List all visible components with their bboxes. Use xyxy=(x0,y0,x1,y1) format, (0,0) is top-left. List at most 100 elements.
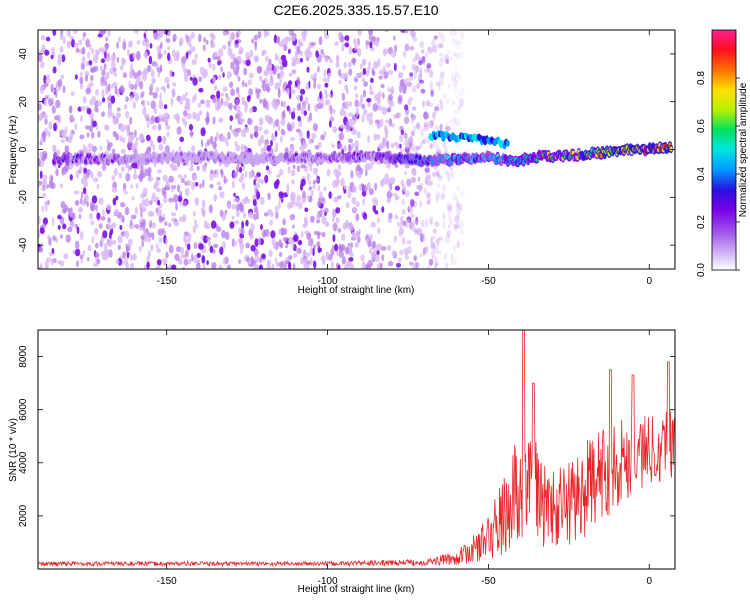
noise-speckle xyxy=(94,100,99,109)
noise-speckle xyxy=(350,142,355,149)
noise-speckle xyxy=(390,51,397,58)
noise-speckle xyxy=(308,240,312,245)
noise-speckle xyxy=(254,125,259,132)
noise-speckle xyxy=(91,235,95,244)
noise-speckle xyxy=(235,32,239,39)
noise-speckle xyxy=(377,227,381,235)
noise-speckle xyxy=(191,253,194,262)
noise-speckle xyxy=(359,71,364,78)
noise-speckle xyxy=(97,170,103,178)
noise-speckle xyxy=(135,136,139,142)
noise-speckle xyxy=(380,83,385,89)
noise-speckle xyxy=(226,71,231,80)
colorbar-tick-label: 0.0 xyxy=(696,263,707,277)
noise-speckle xyxy=(103,63,107,71)
noise-speckle xyxy=(390,86,395,94)
noise-speckle xyxy=(434,125,440,131)
noise-speckle xyxy=(411,85,417,93)
noise-speckle xyxy=(161,258,168,263)
noise-speckle xyxy=(247,117,252,125)
noise-speckle xyxy=(85,38,90,48)
noise-speckle xyxy=(327,254,333,261)
noise-speckle xyxy=(108,224,114,230)
noise-speckle xyxy=(93,262,99,267)
noise-speckle xyxy=(147,176,154,182)
noise-speckle xyxy=(429,69,434,78)
y-tick-label: -40 xyxy=(18,237,29,252)
noise-speckle xyxy=(349,263,355,269)
noise-speckle xyxy=(69,221,75,229)
noise-speckle xyxy=(166,265,172,269)
noise-speckle xyxy=(100,82,106,87)
noise-speckle xyxy=(435,193,440,200)
noise-speckle xyxy=(253,55,259,62)
noise-speckle xyxy=(134,129,137,138)
noise-speckle xyxy=(446,202,452,211)
noise-speckle xyxy=(410,130,416,137)
noise-speckle xyxy=(456,45,461,50)
noise-speckle xyxy=(196,262,201,269)
noise-speckle xyxy=(130,184,133,189)
noise-speckle xyxy=(62,166,68,175)
noise-speckle xyxy=(212,141,217,150)
noise-speckle xyxy=(319,247,322,253)
noise-speckle xyxy=(78,49,82,55)
noise-speckle xyxy=(389,182,393,191)
noise-speckle xyxy=(460,228,464,235)
noise-speckle xyxy=(91,131,95,139)
noise-speckle xyxy=(399,215,404,224)
noise-speckle xyxy=(271,99,277,108)
noise-speckle xyxy=(54,115,60,121)
noise-speckle xyxy=(430,39,436,47)
noise-speckle xyxy=(368,30,373,36)
noise-speckle xyxy=(439,71,445,79)
noise-speckle xyxy=(325,92,328,99)
noise-speckle xyxy=(380,179,385,188)
noise-speckle xyxy=(42,217,49,226)
noise-speckle xyxy=(89,212,93,220)
noise-speckle xyxy=(89,202,95,212)
noise-speckle xyxy=(185,51,189,60)
noise-speckle xyxy=(423,124,427,132)
spectrogram-signal-track xyxy=(51,130,674,168)
noise-speckle xyxy=(455,38,458,47)
noise-speckle xyxy=(244,145,248,153)
noise-speckle xyxy=(229,81,234,88)
noise-speckle xyxy=(432,110,438,116)
noise-speckle xyxy=(410,199,415,207)
noise-speckle xyxy=(212,63,216,71)
noise-speckle xyxy=(427,46,431,51)
colorbar-ticks: 0.0 0.2 0.4 0.6 0.8 xyxy=(696,71,740,277)
noise-speckle xyxy=(42,192,46,199)
noise-speckle xyxy=(410,144,416,152)
noise-speckle xyxy=(293,252,298,258)
noise-speckle xyxy=(228,102,233,110)
noise-speckle xyxy=(425,171,431,181)
noise-speckle xyxy=(251,38,255,44)
noise-speckle xyxy=(52,145,57,153)
noise-speckle xyxy=(188,124,194,131)
noise-speckle xyxy=(77,206,84,213)
noise-speckle xyxy=(212,76,216,84)
noise-speckle xyxy=(122,41,127,51)
noise-speckle xyxy=(237,64,240,71)
noise-speckle xyxy=(363,109,368,116)
noise-speckle xyxy=(308,137,312,145)
noise-speckle xyxy=(430,236,433,244)
noise-speckle xyxy=(337,143,343,149)
noise-speckle xyxy=(172,33,177,42)
noise-speckle xyxy=(149,119,154,125)
noise-speckle xyxy=(106,144,111,152)
noise-speckle xyxy=(336,250,339,257)
noise-speckle xyxy=(130,63,133,71)
noise-speckle xyxy=(265,139,269,145)
noise-speckle xyxy=(41,205,44,213)
noise-speckle xyxy=(280,242,284,249)
noise-speckle xyxy=(421,235,426,242)
noise-speckle xyxy=(125,110,130,119)
noise-speckle xyxy=(80,191,84,199)
noise-speckle xyxy=(125,244,131,252)
noise-speckle xyxy=(276,173,281,179)
noise-speckle xyxy=(242,163,246,172)
noise-speckle xyxy=(285,244,289,249)
